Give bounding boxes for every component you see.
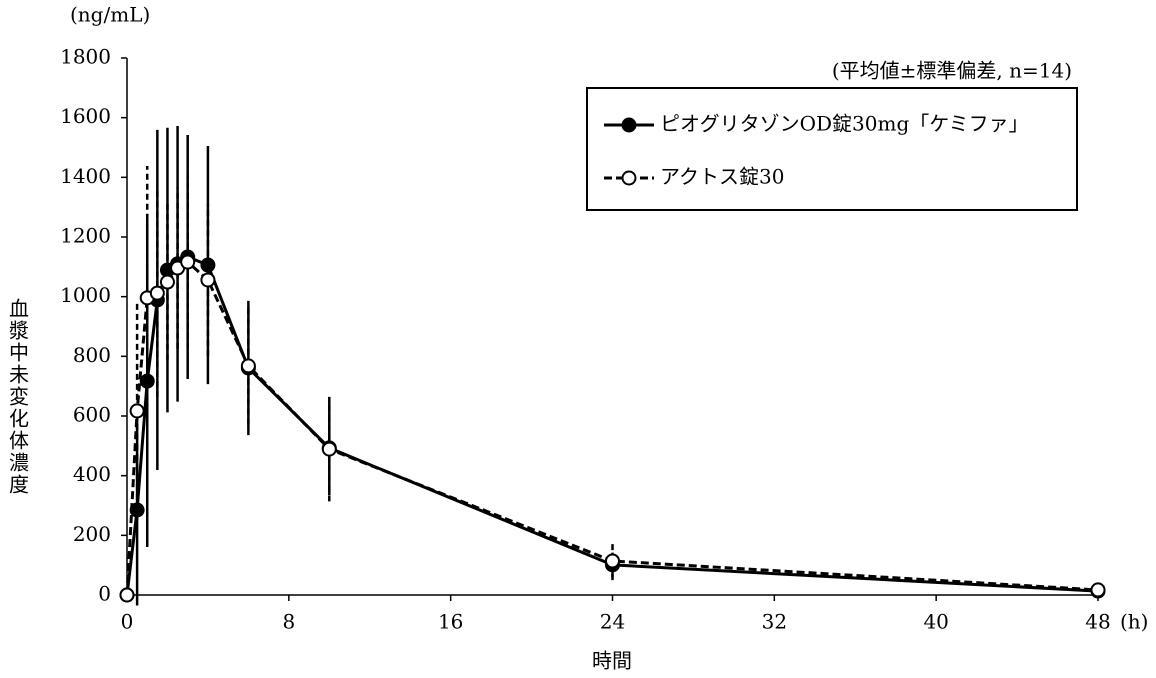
series-line [125, 260, 1099, 596]
y-tick-label: 400 [73, 462, 111, 486]
data-point [119, 587, 135, 603]
y-tick-label: 0 [98, 582, 111, 606]
x-axis-label: 時間 [592, 649, 632, 673]
y-tick-label: 1200 [60, 224, 111, 248]
note: (平均値±標準偏差, n=14) [832, 59, 1072, 83]
legend-box [586, 87, 1078, 211]
x-tick-label: 32 [762, 610, 787, 634]
y-tick-label: 1800 [60, 45, 111, 69]
y-unit: (ng/mL) [70, 3, 150, 27]
y-tick-label: 200 [73, 522, 111, 546]
y-tick-label: 1400 [60, 164, 111, 188]
data-point [129, 502, 145, 518]
y-tick-label: 800 [73, 343, 111, 367]
x-tick-label: 24 [600, 610, 625, 634]
x-tick-label: 0 [121, 610, 134, 634]
data-point [139, 373, 155, 389]
legend-marker [621, 170, 637, 186]
x-tick-label: 48 [1085, 610, 1110, 634]
data-point [240, 358, 256, 374]
data-point [180, 254, 196, 270]
x-unit: (h) [1120, 610, 1149, 634]
y-tick-label: 1000 [60, 283, 111, 307]
x-tick-label: 16 [438, 610, 463, 634]
data-point [129, 403, 145, 419]
data-point [321, 441, 337, 457]
legend-label: アクトス錠30 [660, 165, 784, 189]
y-tick-label: 1600 [60, 104, 111, 128]
data-point [200, 272, 216, 288]
data-point [200, 257, 216, 273]
x-tick-label: 40 [923, 610, 948, 634]
data-point [149, 285, 165, 301]
legend-label: ピオグリタゾンOD錠30mg「ケミファ」 [660, 112, 1029, 136]
data-point [605, 553, 620, 569]
y-axis-label: 血漿中未変化体濃度 [6, 298, 30, 496]
legend-marker [621, 117, 637, 133]
data-point [1090, 582, 1106, 598]
x-tick-label: 8 [282, 610, 295, 634]
data-point [159, 274, 175, 290]
y-tick-label: 600 [73, 403, 111, 427]
